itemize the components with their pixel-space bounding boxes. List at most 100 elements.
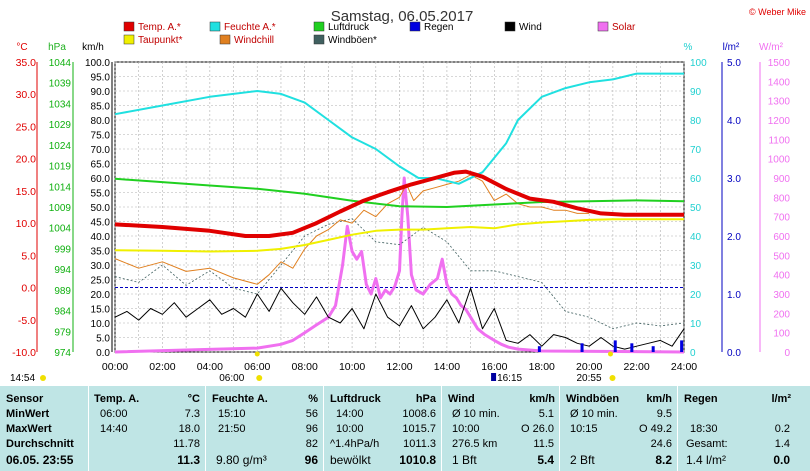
- legend-swatch: [123, 21, 135, 32]
- cell: 5.4: [537, 453, 554, 467]
- row-label: MaxWert: [6, 423, 52, 435]
- header-gust: Windböen: [566, 393, 620, 405]
- tick-label-hum: 20: [690, 290, 702, 301]
- tick-label-rain: 0.0: [727, 348, 741, 359]
- col-divider: [205, 386, 206, 471]
- chart-title: Samstag, 06.05.2017: [331, 8, 474, 25]
- cell: 7.3: [184, 408, 200, 420]
- tick-label-temp: 0.0: [21, 283, 36, 295]
- tick-label-hum: 30: [690, 261, 702, 272]
- rain-bar: [680, 340, 684, 352]
- table-row-current: 06.05. 23:55 11.3 9.80 g/m³ 96 bewölkt 1…: [0, 452, 810, 468]
- tick-label-temp: 30.0: [16, 89, 37, 101]
- tick-label-press: 1019: [49, 162, 72, 173]
- legend: Temp. A.* Feuchte A.* Luftdruck Regen Wind So…: [123, 21, 636, 46]
- table-row-min: MinWert 06:00 7.3 15:10 56 14:00 1008.6 …: [0, 406, 810, 422]
- moon-icon: [491, 373, 497, 381]
- tick-label-wind: 50.0: [91, 203, 111, 214]
- rain-bar: [537, 346, 541, 352]
- tick-label-press: 1044: [49, 58, 72, 69]
- legend-swatch: [209, 21, 221, 32]
- marker-label: 20:55: [577, 373, 602, 384]
- legend-swatch: [219, 34, 231, 45]
- tick-label-wind: 0.0: [96, 348, 110, 359]
- header-hum: Feuchte A.: [212, 393, 268, 405]
- moonset-icon: [609, 375, 616, 381]
- tick-label-solar: 1400: [768, 77, 791, 88]
- legend-label: Taupunkt*: [138, 35, 183, 46]
- cell: 10:00: [452, 423, 480, 435]
- tick-label-solar: 800: [773, 193, 790, 204]
- tick-label-solar: 100: [773, 329, 790, 340]
- legend-label: Windböen*: [328, 35, 377, 46]
- cell: bewölkt: [330, 453, 371, 467]
- tick-label-press: 1004: [49, 224, 72, 235]
- tick-label-wind: 20.0: [91, 290, 111, 301]
- plot-area: [114, 72, 685, 354]
- row-label: MinWert: [6, 408, 50, 420]
- tick-label-temp: 20.0: [16, 154, 37, 166]
- axes: 35.0 30.0 25.0 20.0 15.0 10.0 5.0 0.0 -5.0 -10.0 1…: [12, 57, 790, 373]
- cell: 14:40: [100, 423, 128, 435]
- tick-label-rain: 3.0: [727, 174, 741, 185]
- col-divider: [677, 386, 678, 471]
- time-markers: 14:54 06:00 16:15 20:55: [10, 351, 616, 384]
- tick-label-hum: 90: [690, 87, 702, 98]
- rain-bar: [630, 343, 634, 352]
- tick-label-x: 24:00: [671, 361, 697, 373]
- sunrise-icon: [256, 375, 263, 381]
- tick-label-wind: 40.0: [91, 232, 111, 243]
- axis-unit-temp: °C: [16, 42, 27, 53]
- col-divider: [88, 386, 89, 471]
- tick-label-wind: 80.0: [91, 116, 111, 127]
- cell: O 49.2: [638, 423, 672, 435]
- tick-label-wind: 60.0: [91, 174, 111, 185]
- legend-label: Windchill: [234, 35, 274, 46]
- cell: 82: [305, 438, 318, 450]
- legend-swatch: [123, 34, 135, 45]
- tick-label-press: 1034: [49, 99, 72, 110]
- tick-label-x: 12:00: [386, 361, 412, 373]
- cell: 21:50: [218, 423, 246, 435]
- tick-label-press: 1009: [49, 203, 72, 214]
- col-divider: [559, 386, 560, 471]
- tick-label-temp: -5.0: [18, 315, 36, 327]
- cell: 1.4: [774, 438, 790, 450]
- tick-label-hum: 100: [690, 58, 707, 69]
- sun-icon: [40, 375, 46, 381]
- header-rain: Regen: [684, 393, 718, 405]
- tick-label-press: 979: [54, 327, 71, 338]
- tick-label-solar: 1500: [768, 58, 791, 69]
- tick-label-wind: 15.0: [91, 305, 111, 316]
- cell: 15:10: [218, 408, 246, 420]
- tick-label-press: 1039: [49, 79, 72, 90]
- tick-label-hum: 0: [690, 348, 696, 359]
- tick-label-solar: 1100: [768, 135, 790, 146]
- legend-swatch: [504, 21, 516, 32]
- header-temp-unit: °C: [187, 393, 200, 405]
- cell: 8.2: [655, 453, 672, 467]
- tick-label-solar: 500: [773, 251, 790, 262]
- series-line-windb-en: [114, 218, 685, 330]
- header-hum-unit: %: [308, 393, 318, 405]
- tick-label-temp: 5.0: [21, 250, 36, 262]
- tick-label-solar: 400: [773, 271, 790, 282]
- tick-label-rain: 5.0: [727, 58, 741, 69]
- cell: 1011.3: [403, 438, 436, 450]
- legend-swatch: [597, 21, 609, 32]
- cell: 1010.8: [399, 453, 436, 467]
- tick-label-wind: 90.0: [91, 87, 111, 98]
- series-line-taupunkt: [114, 218, 684, 253]
- tick-label-hum: 10: [690, 319, 702, 330]
- tick-label-hum: 50: [690, 203, 702, 214]
- tick-label-press: 994: [54, 265, 71, 276]
- cell: 11.78: [173, 438, 200, 450]
- rain-bar: [613, 340, 617, 352]
- cell: 5.1: [538, 408, 554, 420]
- header-wind: Wind: [448, 393, 475, 405]
- legend-label: Regen: [424, 22, 453, 33]
- cell: 9.80 g/m³: [216, 453, 267, 467]
- series-line-solar: [114, 176, 685, 354]
- table-row-max: MaxWert 14:40 18.0 21:50 96 10:00 1015.7…: [0, 421, 810, 437]
- tick-label-hum: 80: [690, 116, 702, 127]
